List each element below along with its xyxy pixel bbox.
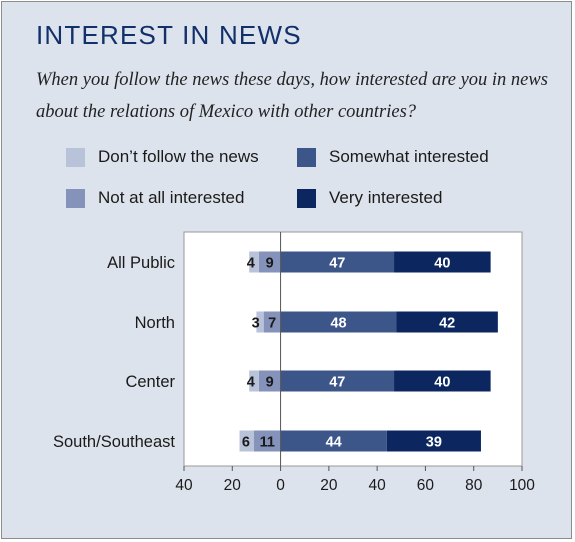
data-label-not-at-all-2: 9 [266,375,274,391]
category-label-3: South/Southeast [53,433,175,451]
bar-don-t-follow-the-news-2 [249,370,259,392]
x-tick-label-2: 0 [276,477,285,494]
bar-not-at-all-interested-3 [254,430,281,452]
legend-label-very: Very interested [329,188,443,207]
data-label-somewhat-3: 44 [326,435,342,451]
x-tick-label-6: 80 [465,477,483,494]
legend-item-dont-follow: Don’t follow the news [66,147,259,167]
x-tick-label-3: 20 [320,477,338,494]
bar-very-interested-3 [386,430,481,452]
data-label-not-at-all-0: 9 [266,256,274,272]
x-tick-label-7: 100 [509,477,535,494]
legend-swatch-very [297,188,316,208]
bar-not-at-all-interested-0 [258,251,281,273]
bar-somewhat-interested-0 [280,251,395,273]
legend-label-not-at-all: Not at all interested [98,188,245,207]
bar-don-t-follow-the-news-1 [256,311,264,333]
data-label-somewhat-0: 47 [329,256,345,272]
bar-not-at-all-interested-1 [263,311,281,333]
x-tick-label-1: 20 [224,477,242,494]
data-label-somewhat-1: 48 [330,316,346,332]
legend-swatch-dont-follow [66,147,85,167]
legend-item-very: Very interested [297,188,442,208]
data-label-somewhat-2: 47 [329,375,345,391]
chart-subtitle: When you follow the news these days, how… [36,70,548,122]
chart-title: INTEREST IN NEWS [36,20,302,50]
data-label-dont-follow-1: 3 [252,316,260,332]
data-label-very-3: 39 [426,435,442,451]
data-label-dont-follow-2: 4 [247,375,255,391]
data-label-very-0: 40 [434,256,450,272]
legend-item-somewhat: Somewhat interested [297,147,489,167]
x-tick-label-4: 40 [369,477,387,494]
data-label-not-at-all-1: 7 [268,316,276,332]
legend-swatch-not-at-all [66,188,85,208]
bar-don-t-follow-the-news-3 [239,430,255,452]
x-tick-label-0: 40 [175,477,193,494]
category-label-2: Center [125,373,175,391]
data-label-not-at-all-3: 11 [260,435,275,451]
bar-very-interested-0 [394,251,491,273]
bar-very-interested-2 [394,370,491,392]
x-tick-label-5: 60 [417,477,435,494]
bar-very-interested-1 [396,311,498,333]
data-label-very-2: 40 [434,375,450,391]
data-label-dont-follow-3: 6 [242,435,250,451]
data-label-dont-follow-0: 4 [247,256,255,272]
bar-don-t-follow-the-news-0 [249,251,259,273]
category-label-1: North [135,314,175,332]
legend-label-dont-follow: Don’t follow the news [98,147,259,166]
bar-somewhat-interested-1 [280,311,397,333]
legend-swatch-somewhat [297,147,316,167]
bar-somewhat-interested-2 [280,370,395,392]
legend-item-not-at-all: Not at all interested [66,188,244,208]
category-label-0: All Public [107,254,175,272]
legend-label-somewhat: Somewhat interested [329,147,489,166]
bar-not-at-all-interested-2 [258,370,281,392]
bar-somewhat-interested-3 [280,430,387,452]
data-label-very-1: 42 [439,316,455,332]
